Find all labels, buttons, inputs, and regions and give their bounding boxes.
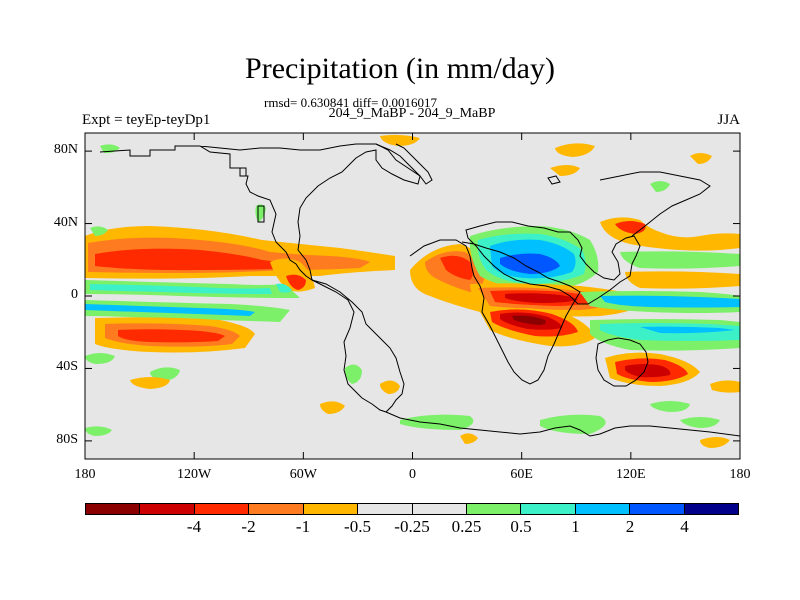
x-tick-label: 180 [74, 467, 96, 482]
anomaly-region [650, 181, 670, 192]
y-tick-label: 80S [56, 431, 78, 447]
x-tick-label: 180 [729, 467, 751, 482]
anomaly-region [555, 143, 595, 157]
plot-subtitle: rmsd= 0.630841 diff= 0.0016017 [264, 95, 437, 110]
anomaly-region [90, 284, 272, 294]
colorbar-label: 1 [571, 517, 580, 536]
y-tick-label: 80N [53, 142, 78, 158]
x-tick-label: 120W [177, 467, 212, 482]
coastline-south-america [311, 279, 405, 413]
colorbar-label: 0.25 [451, 517, 482, 536]
colorbar-segment [303, 504, 359, 514]
anomaly-region [286, 274, 306, 290]
anomaly-region [550, 165, 580, 176]
anomaly-region [118, 329, 225, 343]
anomaly-region [700, 437, 730, 448]
anomaly-region [380, 380, 400, 394]
season-label: JJA [717, 112, 740, 128]
anomaly-region [130, 377, 170, 389]
axis-ticks [84, 133, 741, 459]
anomaly-region [650, 401, 690, 412]
y-tick-label: 40N [53, 214, 78, 230]
colorbar-label: 2 [625, 517, 635, 536]
colorbar-segment [140, 504, 195, 514]
colorbar-label: 4 [680, 517, 689, 536]
anomaly-region [400, 414, 474, 430]
anomaly-region [625, 364, 671, 378]
colorbar-segment [86, 504, 141, 514]
coastline-africa [409, 239, 581, 385]
anomaly-region [320, 401, 345, 414]
y-tick-label: 40S [56, 359, 78, 375]
colorbar-segment [412, 504, 467, 514]
colorbar-segment [466, 504, 522, 514]
coastline-north-america [99, 143, 421, 282]
y-tick-label: 0 [71, 287, 78, 302]
anomaly-region [505, 293, 578, 303]
anomaly-region [600, 295, 740, 308]
anomaly-region [460, 433, 478, 444]
colorbar-segment [575, 504, 631, 514]
colorbar-label: -4 [186, 517, 202, 536]
colorbar-label: 0.5 [510, 517, 532, 536]
center-label: 204_9_MaBP - 204_9_MaBP [328, 106, 496, 121]
coastlines [99, 143, 740, 437]
anomaly-region [620, 251, 740, 269]
anomaly-region [710, 380, 740, 393]
anomaly-region [615, 221, 646, 234]
anomaly-region [344, 364, 362, 384]
anomaly-region [680, 417, 720, 428]
anomaly-region [85, 426, 112, 436]
anomaly-region [540, 414, 606, 434]
colorbar-label: -0.25 [394, 517, 430, 536]
x-tick-label: 120E [616, 467, 646, 482]
anomaly-region [85, 304, 255, 316]
anomaly-region [380, 134, 420, 146]
colorbar-segment [358, 504, 413, 514]
plot-title: Precipitation (in mm/day) [245, 52, 555, 85]
colorbar-label: -2 [241, 517, 256, 536]
coastline-australia [595, 337, 649, 387]
colorbar-segment [194, 504, 250, 514]
coastline-islands [239, 167, 561, 223]
x-tick-label: 60E [510, 467, 533, 482]
experiment-label: Expt = teyEp-teyDp1 [82, 112, 211, 128]
colorbar-label: -1 [295, 517, 311, 536]
anomaly-region [90, 226, 108, 236]
anomaly-region [640, 326, 735, 334]
colorbar-segment [521, 504, 576, 514]
colorbar-label: -0.5 [344, 517, 371, 536]
x-tick-label: 60W [289, 467, 317, 482]
colorbar-segment [630, 504, 685, 514]
anomaly-region [95, 248, 290, 271]
anomaly-region [625, 271, 740, 289]
anomaly-fields [85, 134, 740, 448]
anomaly-region [512, 315, 546, 325]
coastline-greenland [375, 143, 433, 185]
colorbar-segment [249, 504, 304, 514]
colorbar [85, 503, 739, 515]
anomaly-region [690, 153, 712, 164]
coastline-eurasia [465, 221, 641, 305]
colorbar-segment [684, 504, 739, 514]
anomaly-region [85, 353, 115, 364]
anomaly-region [276, 283, 292, 293]
coastline-asia-north [599, 171, 711, 237]
coastline-antarctica [385, 411, 740, 437]
anomaly-region [440, 255, 473, 280]
x-tick-label: 0 [409, 467, 416, 482]
